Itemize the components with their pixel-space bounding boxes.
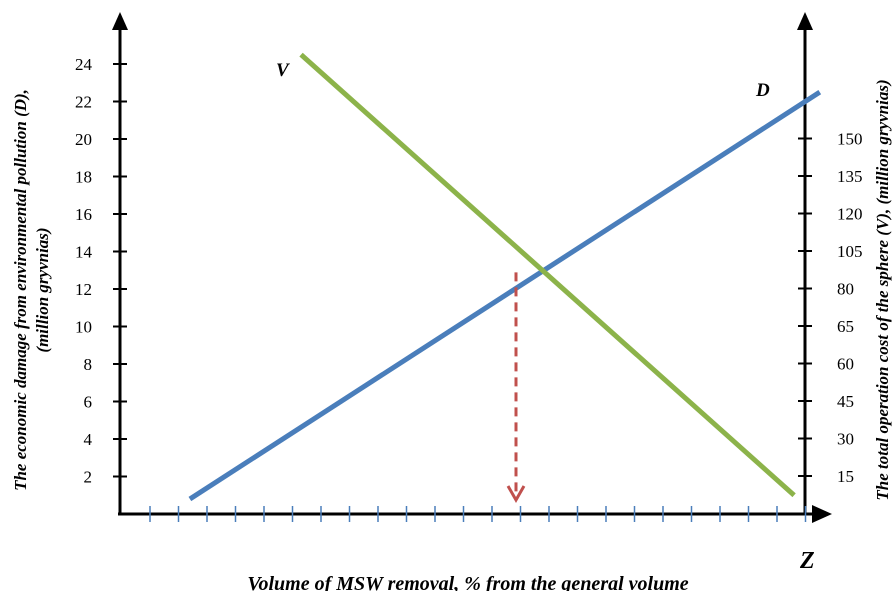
left-y-tick-label: 10 [75,318,92,337]
right-y-tick-label: 120 [837,205,863,224]
series-layer [188,52,822,502]
right-y-tick-label: 65 [837,317,854,336]
left-y-axis-unit: (million gryvnias) [33,227,52,352]
left-y-tick-label: 24 [75,55,93,74]
right-y-tick-label: 15 [837,467,854,486]
x-axis-end-label: Z [799,548,815,574]
right-y-tick-label: 105 [837,242,863,261]
right-y-axis-title: The total operation cost of the sphere (… [873,79,892,500]
x-ticks [149,506,807,522]
left-y-tick-label: 12 [75,280,92,299]
left-y-tick-label: 4 [84,430,93,449]
series-label-d: D [755,80,770,101]
series-line-d [188,90,822,502]
left-y-axis-title: The economic damage from environmental p… [11,89,30,491]
right-y-tick-label: 45 [837,392,854,411]
right-y-tick-label: 80 [837,280,854,299]
left-y-tick-label: 2 [84,468,93,487]
left-y-tick-label: 16 [75,205,92,224]
right-y-tick-label: 150 [837,130,863,149]
intersection-arrowhead [506,485,526,504]
intersection-marker-layer [506,272,526,504]
x-axis-arrow [812,505,832,523]
left-y-tick-label: 20 [75,130,92,149]
right-y-axis-arrow [797,12,813,30]
left-y-tick-label: 18 [75,168,92,187]
left-y-tick-label: 8 [84,355,93,374]
left-y-tick-label: 22 [75,93,92,112]
left-y-axis-arrow [112,12,128,30]
right-y-ticks: 15 30 45 60 65 80 105 120 135 150 [798,130,863,486]
right-y-tick-label: 60 [837,355,854,374]
series-label-v: V [276,60,290,81]
x-axis-title: Volume of MSW removal, % from the genera… [247,573,688,591]
series-line-v [299,52,796,498]
right-y-tick-label: 30 [837,430,854,449]
left-y-tick-label: 14 [75,243,93,262]
left-y-tick-label: 6 [84,393,93,412]
right-y-tick-label: 135 [837,167,863,186]
